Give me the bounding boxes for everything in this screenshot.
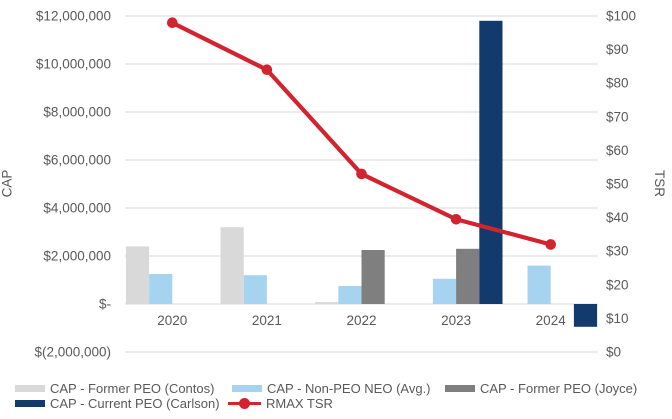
right-axis-tick-label: $80 <box>606 76 629 91</box>
bar-cap-non-peo-neo-avg-2022 <box>338 286 362 304</box>
legend-line-marker-glyph <box>228 397 261 409</box>
bar-cap-current-peo-carlson-2023 <box>479 20 503 305</box>
legend-color-swatch <box>15 384 45 392</box>
x-axis-category-label: 2020 <box>157 313 187 328</box>
bar-cap-non-peo-neo-avg-2021 <box>243 275 267 304</box>
legend-color-swatch <box>15 399 45 407</box>
right-axis-tick-label: $10 <box>606 311 629 326</box>
rmax-tsr-marker-2024 <box>545 239 556 250</box>
right-axis-tick-label: $0 <box>606 345 621 360</box>
x-axis-category-label: 2022 <box>346 313 376 328</box>
x-axis-category-label: 2021 <box>252 313 282 328</box>
left-axis-tick-label: $- <box>99 297 111 312</box>
right-axis-title: TSR <box>652 170 667 197</box>
legend-label: CAP - Current PEO (Carlson) <box>50 395 220 411</box>
left-axis-title: CAP <box>0 169 15 198</box>
rmax-tsr-marker-2023 <box>450 213 462 225</box>
right-axis-tick-label: $60 <box>606 143 629 158</box>
rmax-tsr-marker-2020 <box>167 17 178 29</box>
right-axis-tick-label: $90 <box>606 42 629 57</box>
bar-cap-non-peo-neo-avg-2023 <box>432 278 457 304</box>
legend-item-cap-non-peo-neo-avg: CAP - Non-PEO NEO (Avg.) <box>232 380 431 396</box>
bar-cap-former-peo-joyce-2022 <box>361 250 385 304</box>
bar-cap-former-peo-contos-2020 <box>125 246 150 304</box>
legend-item-rmax-tsr: RMAX TSR <box>228 395 333 411</box>
rmax-tsr-marker-2022 <box>356 168 367 180</box>
right-axis-tick-label: $40 <box>606 210 629 225</box>
right-axis-tick-label: $70 <box>606 109 629 124</box>
left-axis-tick-label: $4,000,000 <box>43 201 111 216</box>
bar-cap-former-peo-contos-2022 <box>315 302 339 304</box>
right-axis-tick-label: $50 <box>606 177 629 192</box>
legend-item-cap-current-peo-carlson: CAP - Current PEO (Carlson) <box>15 395 220 411</box>
legend-label: CAP - Former PEO (Joyce) <box>480 380 638 396</box>
x-axis-category-label: 2024 <box>536 313 567 328</box>
left-axis-tick-label: $(2,000,000) <box>34 345 111 360</box>
legend-color-swatch <box>445 384 475 392</box>
x-axis-category-label: 2023 <box>441 313 471 328</box>
right-axis-tick-label: $100 <box>606 9 636 24</box>
left-axis-tick-label: $6,000,000 <box>43 153 111 168</box>
legend-item-cap-former-peo-joyce: CAP - Former PEO (Joyce) <box>445 380 638 396</box>
bar-cap-current-peo-carlson-2024 <box>573 304 598 327</box>
left-axis-tick-label: $12,000,000 <box>36 9 111 24</box>
right-axis-tick-label: $30 <box>606 244 629 259</box>
legend-label: CAP - Former PEO (Contos) <box>50 380 215 396</box>
legend-label: CAP - Non-PEO NEO (Avg.) <box>267 380 431 396</box>
left-axis-tick-label: $10,000,000 <box>36 57 111 72</box>
bar-cap-non-peo-neo-avg-2024 <box>527 265 551 304</box>
right-axis-tick-label: $20 <box>606 277 629 292</box>
bar-cap-former-peo-joyce-2023 <box>456 248 480 304</box>
left-axis-tick-label: $8,000,000 <box>43 105 111 120</box>
bar-cap-non-peo-neo-avg-2020 <box>149 274 173 304</box>
left-axis-tick-label: $2,000,000 <box>43 249 111 264</box>
legend-label: RMAX TSR <box>266 395 333 411</box>
rmax-tsr-marker-2021 <box>261 64 273 76</box>
legend-item-cap-former-peo-contos: CAP - Former PEO (Contos) <box>15 380 215 396</box>
legend-color-swatch <box>232 384 262 392</box>
bar-cap-former-peo-contos-2021 <box>220 227 244 304</box>
legend-line-dot <box>239 397 250 409</box>
